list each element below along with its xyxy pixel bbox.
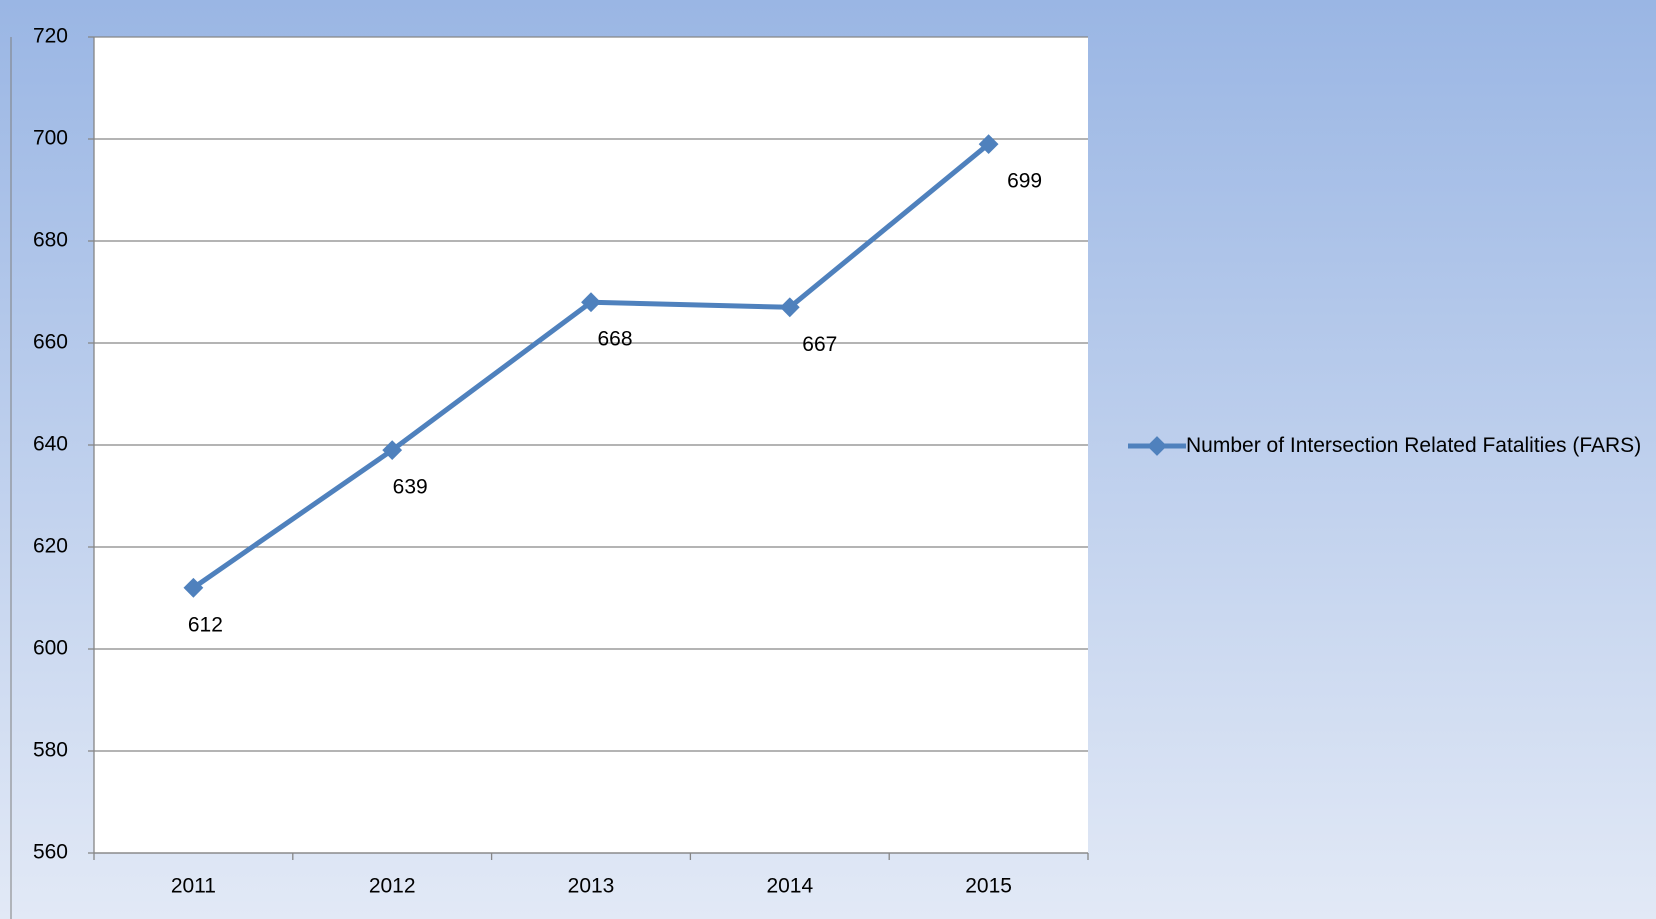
- point-marker: [382, 440, 403, 460]
- legend-label: Number of Intersection Related Fatalitie…: [1186, 434, 1642, 457]
- data-label: 699: [1007, 170, 1042, 193]
- x-tick-label: 2011: [171, 875, 216, 898]
- legend-key: [1128, 436, 1186, 456]
- y-tick-label: 580: [33, 739, 68, 762]
- y-tick-label: 560: [33, 841, 68, 864]
- x-tick-label: 2012: [369, 875, 416, 898]
- y-tick-label: 680: [33, 229, 68, 252]
- data-label: 668: [597, 328, 632, 351]
- point-marker: [779, 297, 800, 318]
- point-marker: [581, 292, 601, 313]
- x-tick-label: 2014: [766, 875, 813, 898]
- y-tick-label: 600: [33, 637, 68, 660]
- data-label: 667: [802, 333, 837, 356]
- y-tick-label: 700: [33, 127, 68, 150]
- data-label: 639: [393, 476, 428, 499]
- y-tick-label: 620: [33, 535, 68, 558]
- x-tick-label: 2015: [965, 875, 1012, 898]
- legend-marker: [1147, 436, 1167, 456]
- x-tick-label: 2013: [568, 875, 615, 898]
- y-tick-label: 640: [33, 433, 68, 456]
- legend: Number of Intersection Related Fatalitie…: [1128, 432, 1648, 460]
- y-tick-label: 660: [33, 331, 68, 354]
- y-tick-label: 720: [33, 25, 68, 48]
- data-label: 612: [188, 613, 223, 636]
